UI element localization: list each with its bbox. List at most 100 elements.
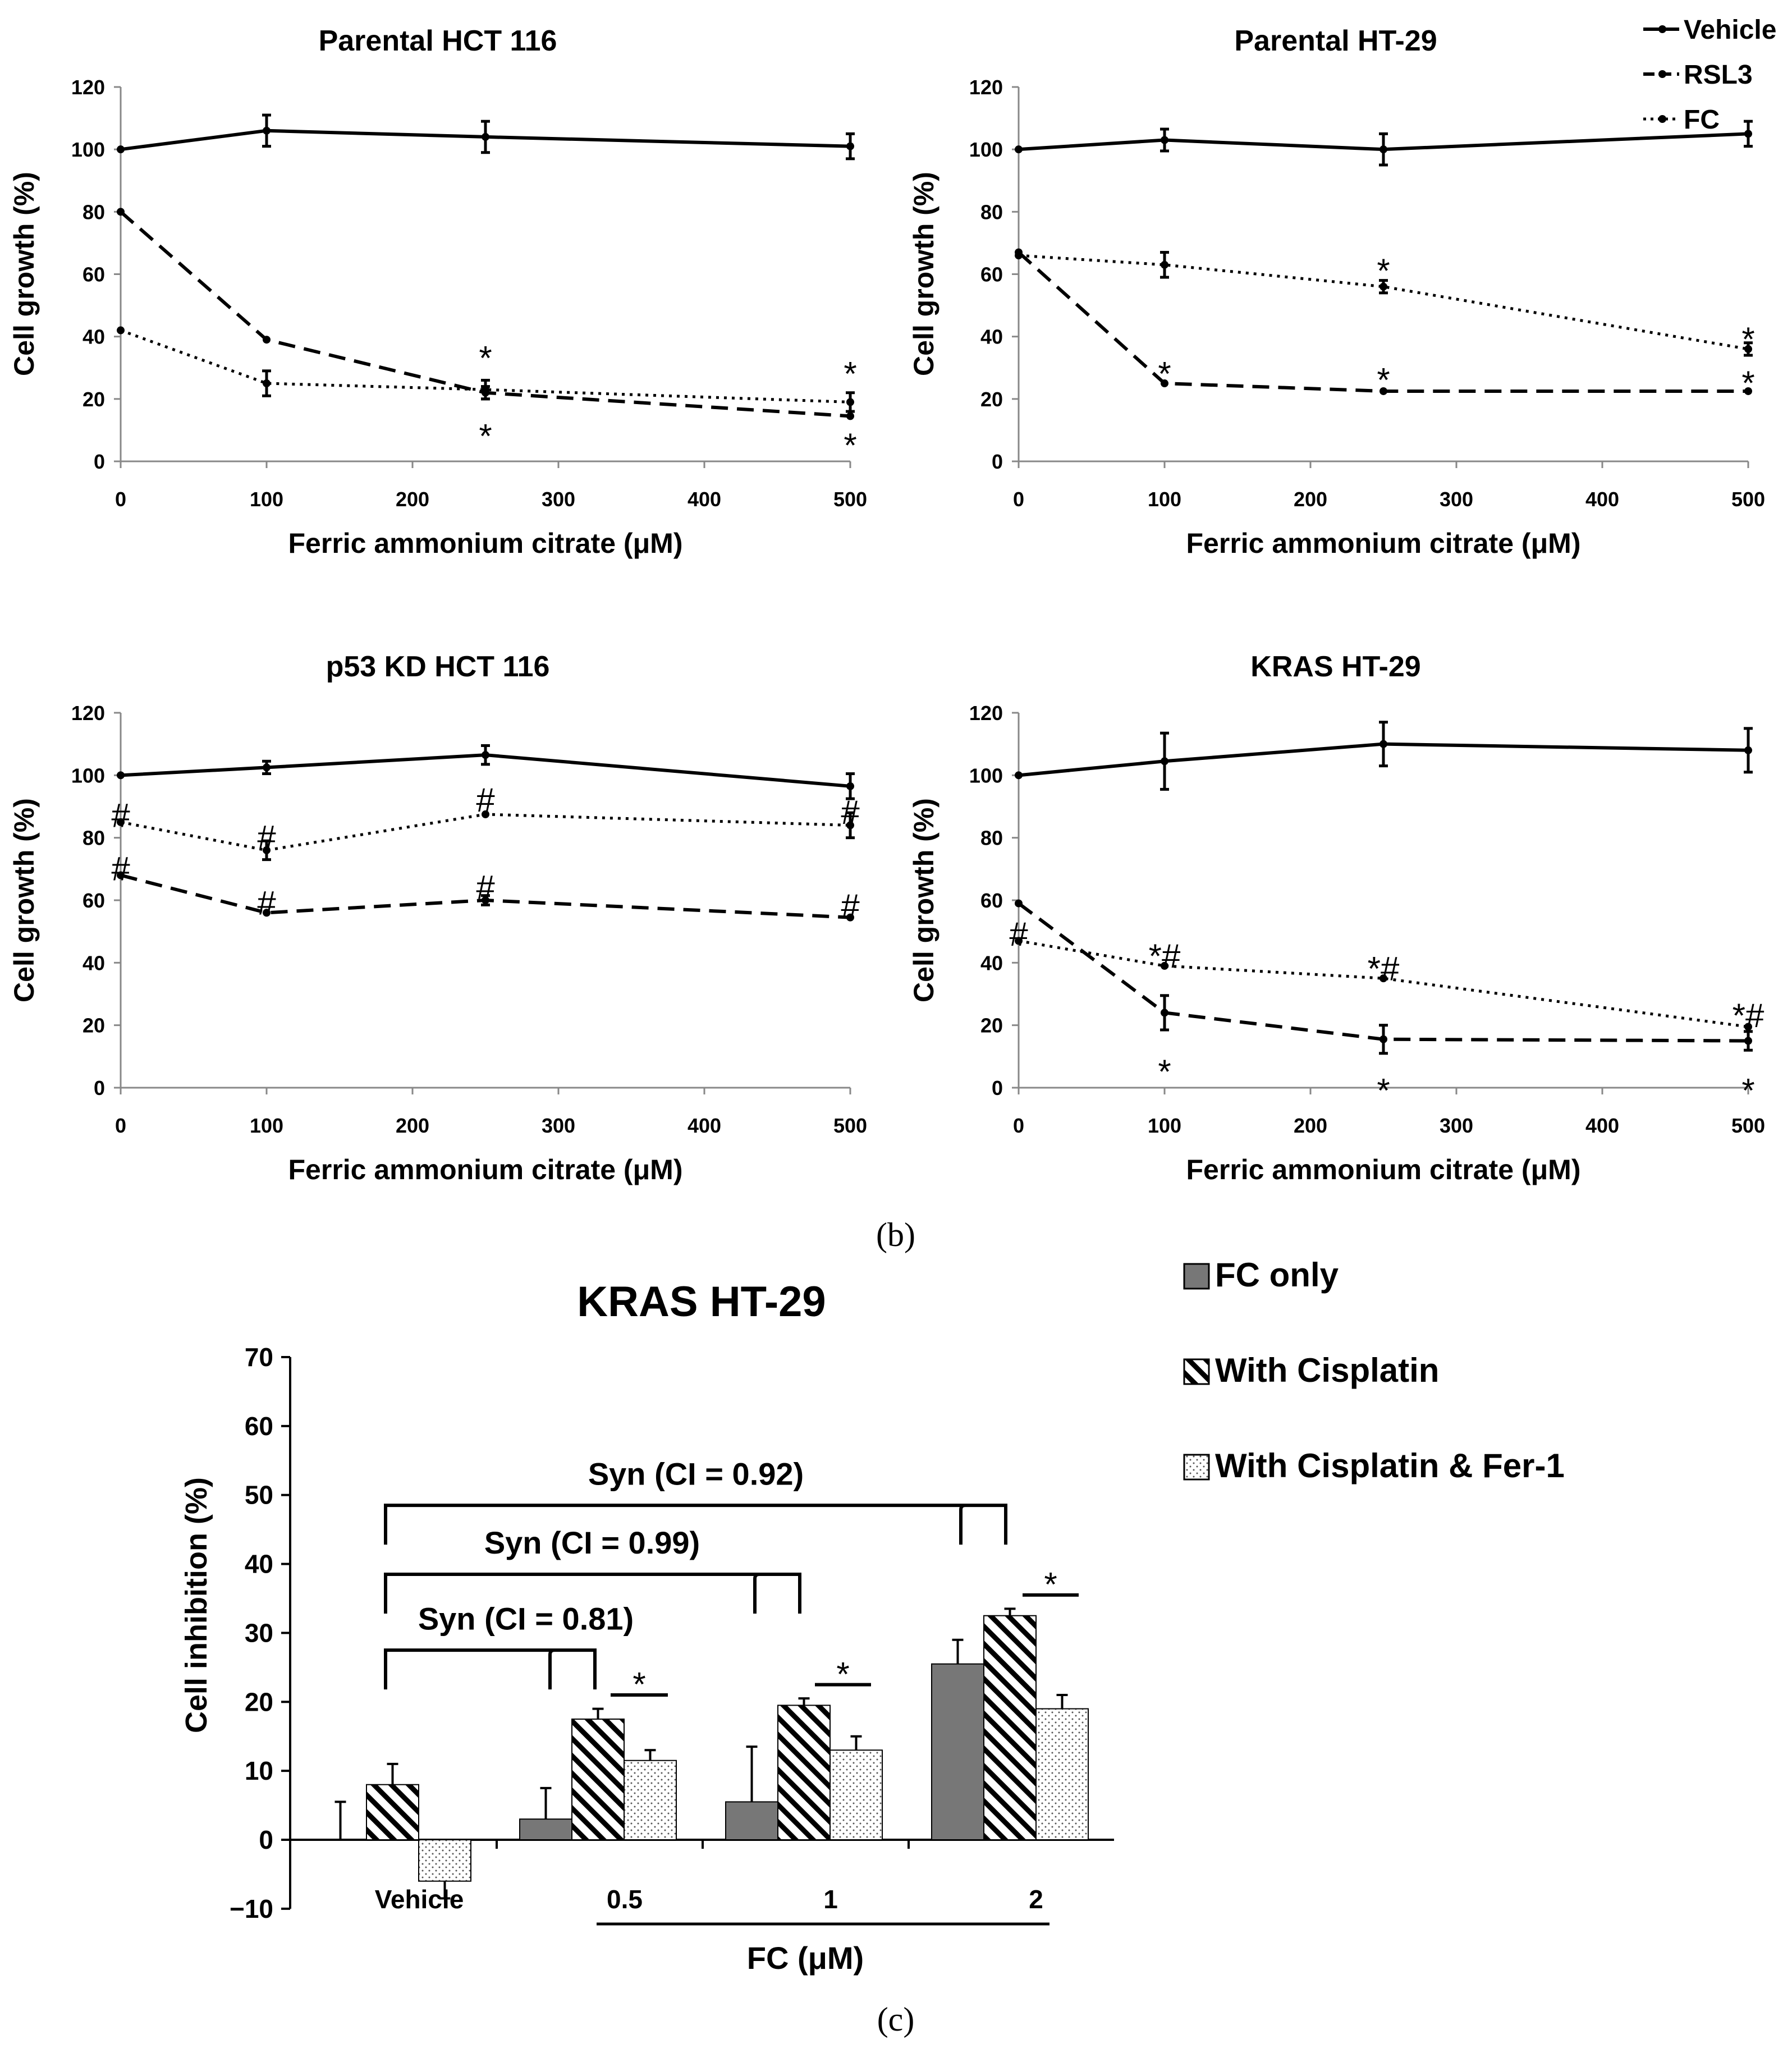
data-point-fc (1379, 282, 1387, 291)
x-tick-label: 0 (1013, 488, 1024, 511)
legend-swatch (1183, 1263, 1210, 1290)
data-point-rsl3 (117, 208, 125, 216)
bar-with-cisplatin (366, 1784, 419, 1841)
y-tick-label: 0 (992, 1076, 1003, 1099)
synergy-label: Syn (CI = 0.92) (588, 1456, 804, 1491)
legend-swatch (1183, 1454, 1210, 1481)
bar-with-cisplatin (571, 1719, 625, 1840)
x-tick-label: 300 (542, 1114, 575, 1137)
data-point-rsl3 (1379, 1035, 1387, 1043)
legend-b: Vehicle RSL3 FC (1643, 15, 1776, 135)
bar-y-tick-label: 40 (245, 1550, 273, 1579)
y-tick-label: 60 (83, 889, 105, 912)
y-axis-label: Cell growth (%) (908, 172, 939, 376)
x-axis-label: Ferric ammonium citrate (μM) (288, 528, 683, 559)
synergy-label: Syn (CI = 0.99) (484, 1525, 700, 1560)
data-point-vehicle (482, 132, 489, 141)
significance-mark: # (111, 850, 130, 887)
bar-y-tick-label: 60 (245, 1412, 273, 1441)
line-chart-3: p53 KD HCT 116 0 20 40 60 80 100 120 0 100 200 300 4… (8, 650, 867, 1185)
data-point-fc (1161, 260, 1168, 269)
data-point-fc (1015, 251, 1023, 260)
significance-mark: * (844, 427, 856, 464)
y-tick-label: 40 (980, 951, 1003, 974)
category-label: Vehicle (375, 1885, 464, 1914)
y-tick-label: 100 (969, 138, 1003, 161)
data-point-vehicle (1015, 145, 1023, 154)
bar-y-tick-label: 50 (245, 1481, 273, 1510)
data-point-vehicle (1161, 136, 1168, 144)
bar-y-axis-label: Cell inhibition (%) (180, 1477, 213, 1733)
category-label: 0.5 (607, 1885, 643, 1914)
y-tick-label: 100 (969, 764, 1003, 787)
category-label: 2 (1029, 1885, 1043, 1914)
data-point-fc (1744, 345, 1752, 353)
series-line-rsl3 (1018, 902, 1749, 1043)
significance-mark: * (1377, 1072, 1390, 1110)
bar-with-cisplatin (777, 1705, 831, 1840)
legend-label: With Cisplatin & Fer-1 (1215, 1447, 1565, 1485)
data-point-rsl3 (1161, 1009, 1168, 1017)
data-point-vehicle (1379, 145, 1387, 154)
significance-mark: * (479, 340, 492, 377)
y-tick-label: 80 (83, 200, 105, 223)
bar-fc-only (725, 1801, 778, 1840)
legend-c: FC only With Cisplatin With Cisplatin & Fe… (1183, 1256, 1565, 1485)
x-tick-label: 300 (1440, 1114, 1473, 1137)
x-tick-label: 500 (1731, 488, 1765, 511)
line-chart-2: Parental HT-29 0 20 40 60 80 100 120 0 100 200 300 4… (908, 25, 1765, 559)
legend-label: RSL3 (1684, 60, 1753, 90)
y-tick-label: 100 (71, 138, 105, 161)
x-tick-label: 300 (542, 488, 575, 511)
x-tick-label: 200 (1294, 1114, 1327, 1137)
bar-chart: KRAS HT-29 −10 0 10 20 30 40 50 60 70 Cell inhibit… (180, 1278, 1114, 1976)
data-point-vehicle (1744, 130, 1752, 138)
significance-mark: # (476, 869, 495, 906)
bar-with-cisplatin-fer-1 (418, 1839, 471, 1882)
y-tick-label: 120 (969, 76, 1003, 99)
x-tick-label: 0 (115, 488, 126, 511)
significance-mark: # (841, 794, 860, 831)
y-tick-label: 80 (980, 200, 1003, 223)
bar-with-cisplatin-fer-1 (624, 1760, 677, 1841)
chart-title: KRAS HT-29 (1250, 650, 1420, 683)
series-line-rsl3 (120, 210, 851, 418)
data-point-rsl3 (846, 913, 854, 922)
y-tick-label: 80 (83, 827, 105, 850)
series-line-fc (1018, 939, 1749, 1028)
legend-swatch (1183, 1358, 1210, 1385)
category-label: 1 (823, 1885, 838, 1914)
data-point-rsl3 (1015, 899, 1023, 908)
significance-star: * (1044, 1566, 1057, 1603)
x-tick-label: 500 (833, 1114, 867, 1137)
bar-y-tick-label: 10 (245, 1756, 273, 1785)
chart-title: Parental HCT 116 (319, 25, 557, 57)
significance-mark: *# (1149, 937, 1181, 975)
y-tick-label: 20 (980, 388, 1003, 411)
data-point-vehicle (263, 126, 271, 135)
x-tick-label: 400 (688, 488, 721, 511)
y-axis-label: Cell growth (%) (8, 798, 40, 1002)
y-tick-label: 20 (83, 388, 105, 411)
series-line-rsl3 (120, 873, 851, 919)
series-line-vehicle (120, 129, 851, 152)
synergy-bracket-2 (384, 1573, 801, 1614)
series-line-vehicle (120, 753, 851, 788)
data-point-vehicle (482, 751, 489, 759)
legend-label: FC only (1215, 1256, 1339, 1294)
bar-fc-only (931, 1663, 984, 1841)
y-axis-label: Cell growth (%) (908, 798, 939, 1002)
series-line-rsl3 (1017, 251, 1748, 393)
significance-mark: # (257, 819, 276, 856)
data-point-fc (482, 386, 489, 394)
y-tick-label: 0 (94, 1076, 105, 1099)
data-point-rsl3 (1379, 387, 1387, 395)
y-tick-label: 120 (969, 702, 1003, 725)
legend-marker-vehicle (1658, 25, 1666, 33)
x-tick-label: 400 (1585, 488, 1619, 511)
data-point-fc (846, 398, 854, 406)
bar-x-axis-label: FC (μM) (747, 1940, 864, 1976)
data-point-fc (1744, 1023, 1752, 1031)
bar-y-tick-label: 0 (259, 1825, 273, 1854)
data-point-vehicle (263, 763, 271, 772)
